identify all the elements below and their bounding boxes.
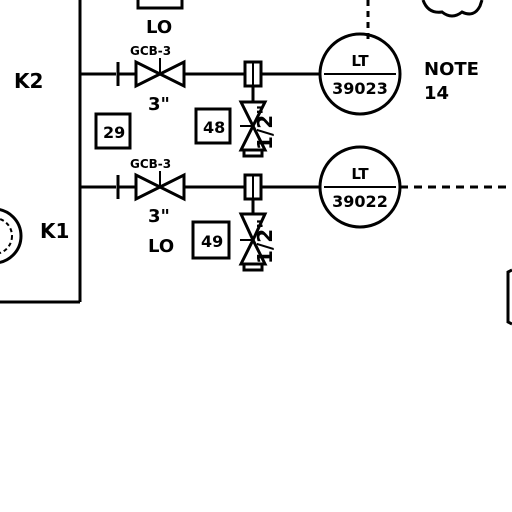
lower-drain-size: 1/2" xyxy=(253,218,277,264)
upper-instrument-number: 39023 xyxy=(332,79,388,98)
upper-instrument-bubble xyxy=(318,32,402,116)
lower-gate-valve xyxy=(134,171,186,202)
lower-valve-tag: GCB-3 xyxy=(130,157,171,171)
upper-fitting xyxy=(243,60,263,88)
top-partial-box xyxy=(136,0,184,10)
right-partial-component xyxy=(506,268,512,326)
box-29 xyxy=(94,112,132,150)
lower-valve-position: LO xyxy=(148,236,174,257)
lower-instrument-number: 39022 xyxy=(332,192,388,211)
upper-instrument-type: LT xyxy=(351,52,369,70)
box-29-label: 29 xyxy=(103,123,125,142)
lower-fitting xyxy=(243,173,263,201)
left-partial-circle-inner xyxy=(0,217,13,255)
lower-instrument-type: LT xyxy=(351,165,369,183)
k2-label: K2 xyxy=(14,69,43,93)
lower-drain-box-label: 49 xyxy=(201,232,223,251)
left-partial-circle xyxy=(0,208,23,264)
upper-valve-size: 3" xyxy=(148,94,170,115)
k1-label: K1 xyxy=(40,219,69,243)
top-lo-label: LO xyxy=(146,17,172,38)
lower-valve-size: 3" xyxy=(148,206,170,227)
upper-gate-valve xyxy=(134,58,186,89)
note-title: NOTE xyxy=(424,59,479,80)
top-cloud-partial xyxy=(421,0,484,18)
upper-drain-size: 1/2" xyxy=(253,104,277,150)
lower-drain-valve xyxy=(238,212,268,272)
upper-drain-box-label: 48 xyxy=(203,118,225,137)
upper-drain-valve xyxy=(238,100,268,158)
upper-valve-tag: GCB-3 xyxy=(130,44,171,58)
lower-drain-box xyxy=(191,220,231,260)
note-number: 14 xyxy=(424,83,449,104)
upper-drain-box xyxy=(194,107,232,145)
